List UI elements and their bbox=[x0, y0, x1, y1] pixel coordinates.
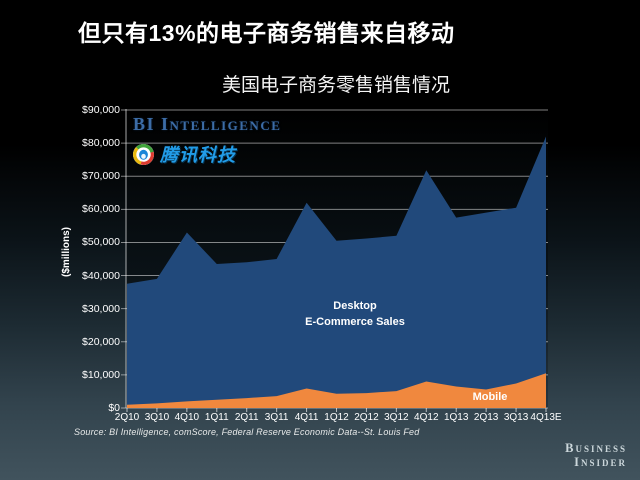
x-tick-label: 2Q12 bbox=[354, 412, 379, 423]
x-tick-label: 4Q11 bbox=[294, 412, 319, 423]
x-tick-label: 4Q12 bbox=[414, 412, 439, 423]
tencent-logo-text: 腾讯科技 bbox=[160, 145, 236, 165]
y-tick-label: $40,000 bbox=[82, 269, 120, 282]
x-tick-label: 3Q12 bbox=[384, 412, 409, 423]
mobile-series-label: Mobile bbox=[472, 391, 508, 403]
y-tick-label: $50,000 bbox=[82, 236, 120, 249]
desktop-series-label-line2: E-Commerce Sales bbox=[305, 316, 405, 328]
business-insider-logo: Business Insider bbox=[565, 441, 627, 469]
y-tick-label: $70,000 bbox=[82, 170, 120, 183]
y-tick-label: $60,000 bbox=[82, 203, 120, 216]
x-tick-label: 1Q13 bbox=[443, 412, 469, 423]
tencent-logo-icon bbox=[132, 143, 155, 165]
x-tick-label: 3Q11 bbox=[264, 412, 289, 423]
desktop-area-series bbox=[127, 136, 546, 408]
desktop-series-label-line1: Desktop bbox=[333, 300, 377, 312]
y-tick-label: $0 bbox=[108, 402, 120, 414]
y-tick-label: $90,000 bbox=[82, 104, 120, 116]
x-tick-label: 1Q11 bbox=[204, 412, 229, 423]
x-tick-label: 3Q10 bbox=[144, 412, 170, 423]
y-tick-label: $30,000 bbox=[82, 302, 120, 315]
x-tick-label: 1Q12 bbox=[324, 412, 349, 423]
chart-title: 美国电子商务零售销售情况 bbox=[221, 75, 450, 96]
y-tick-label: $10,000 bbox=[82, 368, 120, 381]
desktop-series-label: Desktop E-Commerce Sales bbox=[255, 298, 455, 330]
business-insider-logo-line1: Business bbox=[565, 441, 627, 455]
x-tick-label: 4Q10 bbox=[174, 412, 200, 423]
main-title: 但只有13%的电子商务销售来自移动 bbox=[78, 20, 455, 46]
bi-intelligence-watermark: BI Intelligence bbox=[133, 114, 282, 134]
tencent-tech-watermark: 腾讯科技 bbox=[132, 141, 236, 167]
y-tick-label: $80,000 bbox=[82, 137, 120, 150]
x-tick-label: 3Q13 bbox=[503, 412, 529, 423]
x-tick-label: 2Q11 bbox=[234, 412, 259, 423]
y-tick-label: $20,000 bbox=[82, 335, 120, 348]
mobile-area-series bbox=[127, 373, 546, 408]
x-tick-label: 2Q13 bbox=[473, 412, 499, 423]
business-insider-logo-line2: Insider bbox=[574, 455, 627, 469]
x-tick-label: 2Q10 bbox=[114, 412, 140, 423]
x-tick-label: 4Q13E bbox=[530, 412, 562, 423]
source-note: Source: BI Intelligence, comScore, Feder… bbox=[74, 427, 420, 437]
